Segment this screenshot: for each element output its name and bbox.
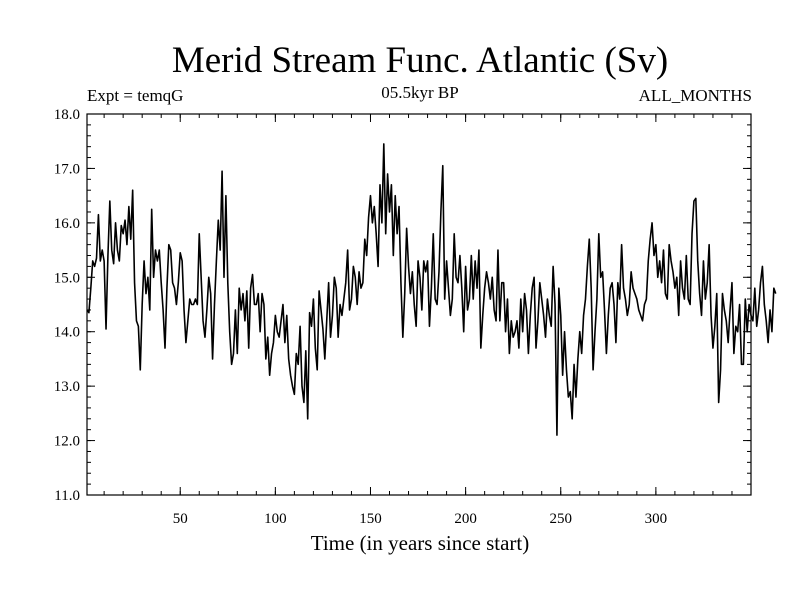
series-line: [86, 143, 777, 436]
y-tick-label: 12.0: [54, 434, 80, 450]
y-tick-label: 15.0: [54, 270, 80, 286]
y-tick-label: 14.0: [54, 325, 80, 341]
months-label: ALL_MONTHS: [639, 86, 752, 105]
x-tick-label: 200: [454, 511, 477, 527]
x-tick-label: 250: [549, 511, 572, 527]
experiment-label: Expt = temqG: [87, 86, 183, 105]
y-tick-label: 17.0: [54, 161, 80, 177]
x-axis-label: Time (in years since start): [311, 531, 530, 555]
x-tick-label: 150: [359, 511, 382, 527]
y-tick-label: 13.0: [54, 379, 80, 395]
series-layer: [86, 143, 777, 436]
x-tick-label: 100: [264, 511, 287, 527]
y-tick-label: 18.0: [54, 107, 80, 123]
x-tick-label: 50: [173, 511, 188, 527]
chart-title: Merid Stream Func. Atlantic (Sv): [172, 40, 668, 81]
period-label: 05.5kyr BP: [381, 83, 458, 102]
x-tick-label: 300: [645, 511, 668, 527]
y-tick-label: 11.0: [54, 488, 80, 504]
plot-frame: [86, 113, 752, 496]
y-tick-label: 16.0: [54, 216, 80, 232]
x-axis: 50 100 150 200 250 300: [103, 114, 752, 527]
